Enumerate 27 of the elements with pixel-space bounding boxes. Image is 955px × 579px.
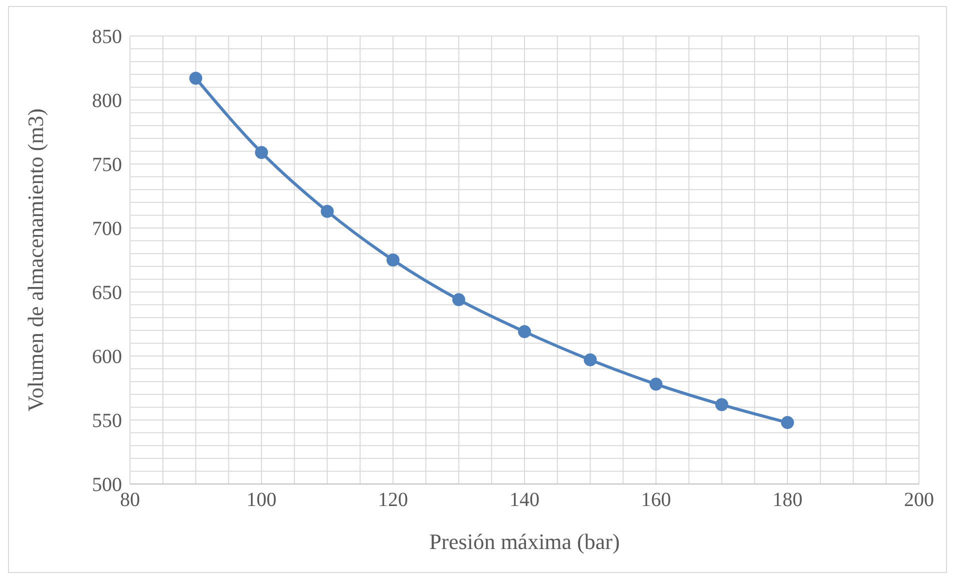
point — [452, 293, 466, 306]
point — [320, 204, 334, 218]
y-tick-label: 700 — [92, 218, 122, 240]
x-axis-title: Presión máxima (bar) — [429, 529, 620, 554]
y-axis-title: Volumen de almacenamiento (m3) — [22, 108, 48, 412]
x-tick-label: 80 — [120, 489, 140, 512]
point — [255, 146, 268, 159]
x-tick-label: 180 — [772, 489, 802, 512]
x-tick-label: 100 — [246, 489, 276, 512]
y-tick-label: 800 — [92, 90, 122, 112]
x-tick-label: 200 — [904, 489, 934, 512]
y-tick-label: 500 — [92, 474, 122, 496]
x-tick-label: 120 — [378, 489, 408, 512]
y-tick-label: 850 — [92, 26, 122, 48]
point — [189, 72, 202, 85]
y-tick-label: 750 — [92, 154, 122, 176]
point — [518, 325, 531, 338]
y-tick-label: 600 — [92, 346, 122, 368]
x-tick-label: 160 — [641, 489, 671, 512]
point — [715, 398, 728, 412]
point — [386, 254, 400, 266]
point — [584, 353, 597, 366]
y-tick-label: 550 — [92, 410, 122, 432]
y-tick-label: 650 — [92, 282, 122, 304]
point — [650, 378, 662, 391]
x-tick-label: 140 — [510, 489, 540, 512]
point — [781, 416, 794, 430]
